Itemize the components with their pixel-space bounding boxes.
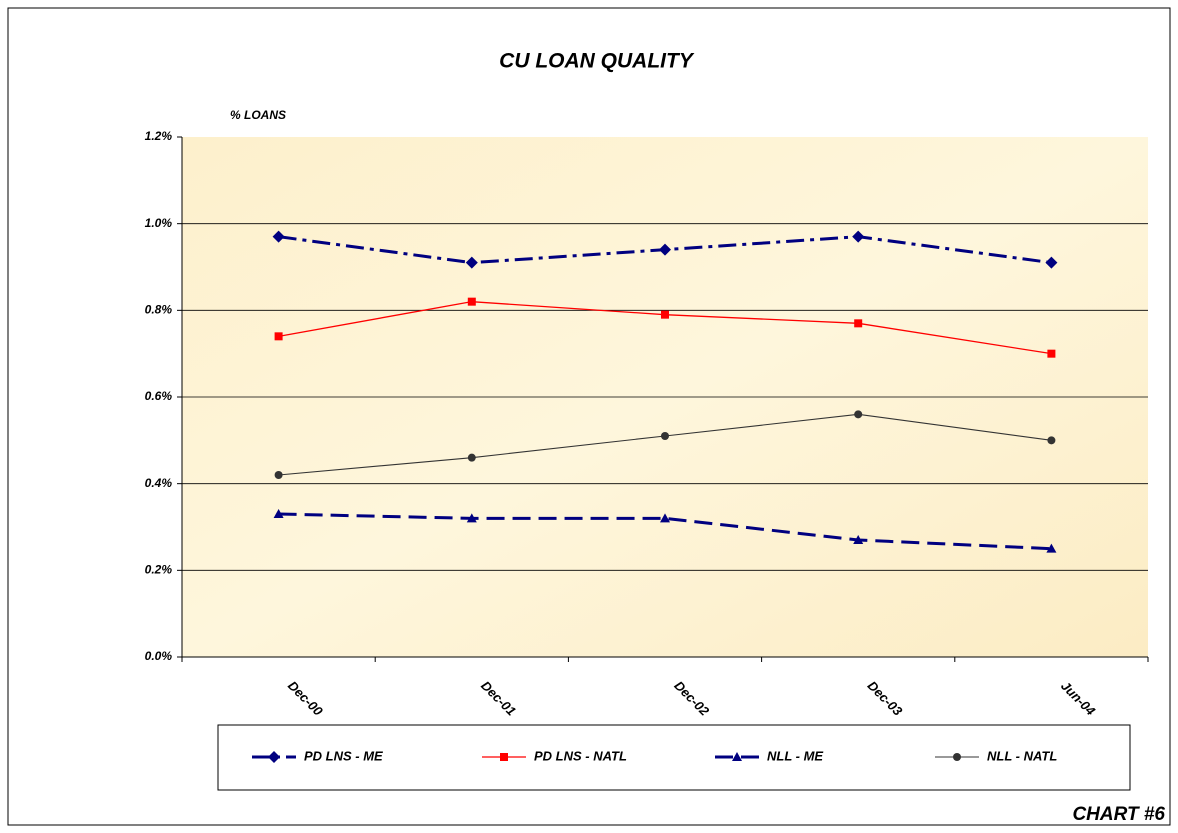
y-tick-label: 0.4% [145, 476, 173, 490]
legend-label: PD LNS - ME [304, 748, 383, 763]
marker [854, 319, 863, 328]
marker [274, 471, 283, 479]
legend-label: NLL - NATL [987, 748, 1057, 763]
marker [853, 535, 864, 544]
marker [852, 230, 865, 243]
marker [274, 332, 283, 341]
marker [1047, 436, 1056, 445]
y-tick-label: 0.6% [145, 389, 173, 403]
marker [500, 753, 508, 761]
marker [854, 410, 863, 419]
chart-footer: CHART #6 [1072, 804, 1165, 825]
y-tick-label: 0.0% [145, 649, 173, 663]
marker [273, 509, 284, 518]
marker [953, 753, 961, 761]
marker [1047, 349, 1056, 358]
marker [465, 256, 478, 269]
y-tick-label: 0.8% [145, 303, 173, 317]
marker [660, 513, 670, 523]
legend-label: NLL - ME [767, 748, 823, 763]
chart-title: CU LOAN QUALITY [499, 50, 695, 73]
marker [661, 432, 669, 440]
y-axis-label: % LOANS [230, 108, 286, 122]
marker [661, 310, 669, 319]
marker [272, 230, 285, 243]
y-tick-label: 1.2% [145, 129, 173, 143]
marker [1045, 256, 1058, 269]
marker [466, 513, 477, 523]
marker [732, 752, 742, 761]
y-tick-label: 1.0% [145, 216, 173, 230]
marker [268, 751, 280, 763]
legend-label: PD LNS - NATL [534, 748, 627, 763]
marker [467, 453, 476, 462]
y-tick-label: 0.2% [145, 563, 173, 577]
marker [1046, 543, 1057, 553]
marker [659, 243, 671, 256]
marker [467, 297, 476, 306]
